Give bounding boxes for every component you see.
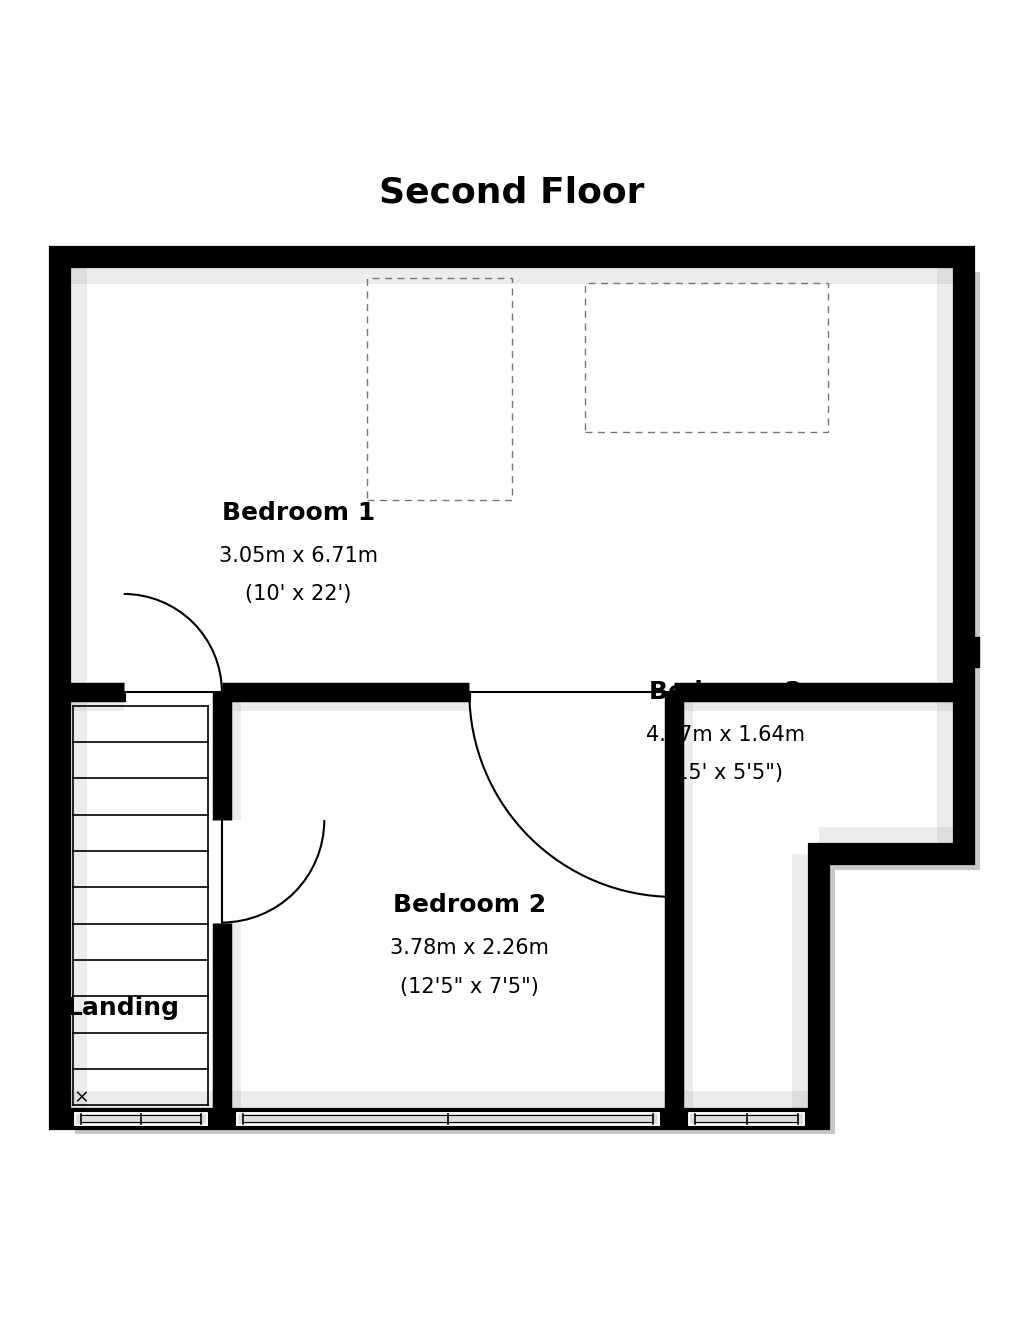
Polygon shape	[222, 922, 241, 1118]
Text: Landing: Landing	[68, 996, 180, 1020]
Polygon shape	[59, 692, 124, 710]
Text: Second Floor: Second Floor	[379, 176, 645, 209]
Polygon shape	[819, 826, 965, 854]
Polygon shape	[674, 692, 693, 1118]
Text: 4.57m x 1.64m: 4.57m x 1.64m	[646, 725, 805, 745]
Text: Bedroom 2: Bedroom 2	[393, 893, 546, 917]
Polygon shape	[59, 257, 87, 1118]
Text: 3.78m x 2.26m: 3.78m x 2.26m	[390, 938, 549, 958]
Polygon shape	[222, 692, 241, 820]
Polygon shape	[674, 692, 965, 710]
Polygon shape	[59, 1092, 819, 1118]
Text: 3.05m x 6.71m: 3.05m x 6.71m	[219, 545, 378, 565]
Text: Bedroom 3: Bedroom 3	[649, 680, 802, 704]
Text: (15' x 5'5"): (15' x 5'5")	[668, 764, 783, 784]
Text: Bedroom 1: Bedroom 1	[222, 501, 375, 525]
Polygon shape	[75, 272, 980, 1134]
Text: (12'5" x 7'5"): (12'5" x 7'5")	[400, 977, 539, 997]
Text: (10' x 22'): (10' x 22')	[246, 584, 352, 604]
Polygon shape	[59, 257, 965, 284]
Bar	[367, 279, 512, 500]
Polygon shape	[222, 692, 469, 710]
Polygon shape	[937, 257, 965, 854]
Polygon shape	[59, 257, 965, 1118]
Polygon shape	[792, 854, 819, 1118]
Bar	[957, 637, 979, 666]
Bar	[585, 283, 827, 432]
